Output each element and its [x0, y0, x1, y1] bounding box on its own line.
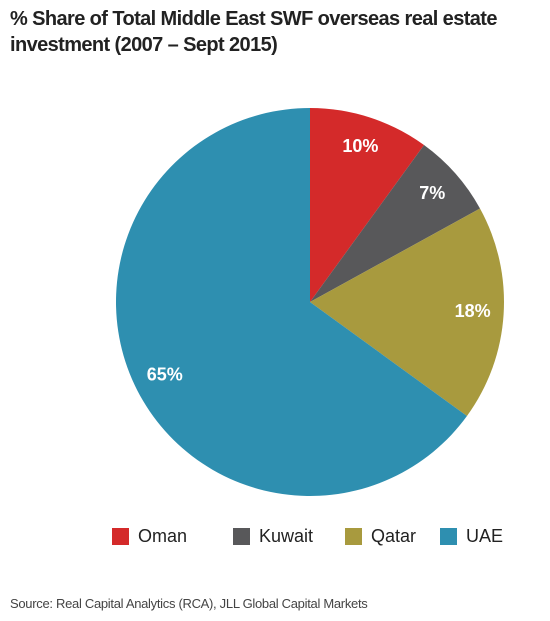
pie-slice [310, 108, 425, 302]
data-label: 65% [147, 365, 183, 385]
chart-title: % Share of Total Middle East SWF oversea… [10, 8, 498, 56]
legend-label: UAE [466, 526, 503, 546]
legend-label: Qatar [371, 526, 416, 546]
legend-swatch [440, 528, 457, 545]
legend-label: Oman [138, 526, 187, 546]
legend-swatch [112, 528, 129, 545]
legend-swatch [233, 528, 250, 545]
source-note: Source: Real Capital Analytics (RCA), JL… [10, 596, 368, 611]
data-label: 18% [455, 301, 491, 321]
pie-slice [310, 208, 504, 417]
pie-slice [115, 107, 467, 496]
legend-swatch [345, 528, 362, 545]
legend-label: Kuwait [259, 526, 313, 546]
data-label: 7% [419, 183, 445, 203]
pie-slice [310, 145, 481, 302]
data-label: 10% [342, 136, 378, 156]
